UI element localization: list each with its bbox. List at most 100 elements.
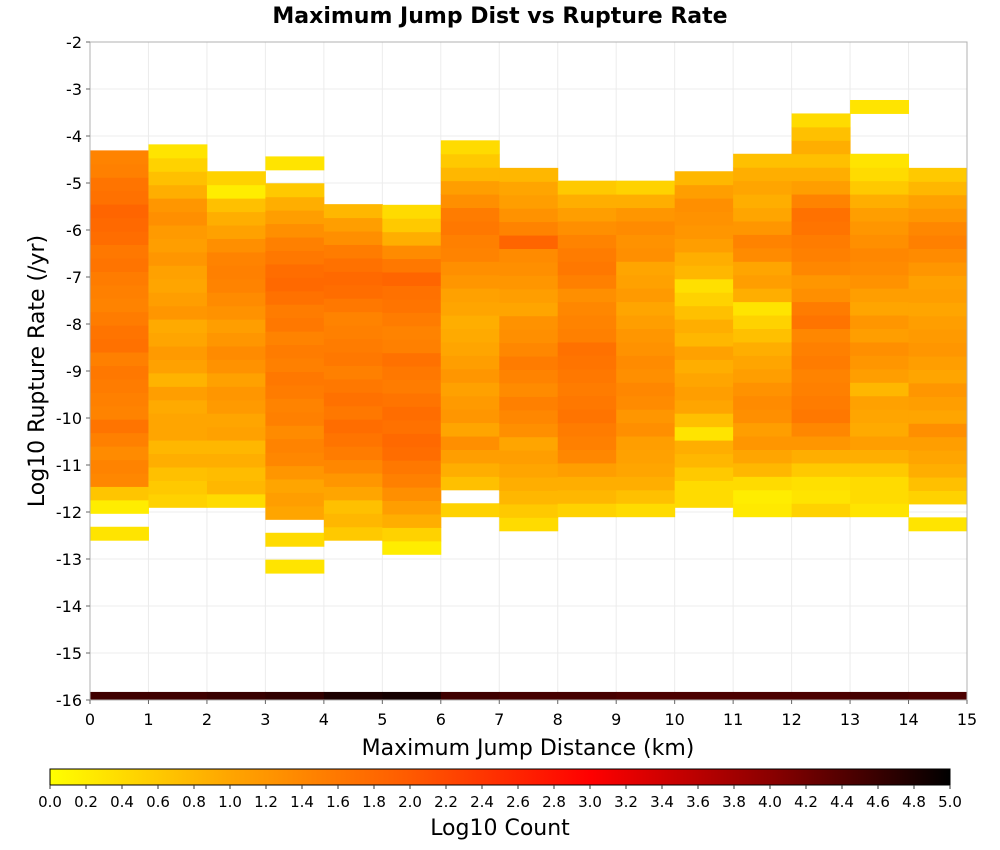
heatmap-cell [557,503,617,518]
heatmap-cell [850,194,910,209]
x-tick-label: 7 [494,710,504,729]
heatmap-cell [908,221,968,236]
heatmap-cell [733,382,793,397]
heatmap-cell [265,384,325,399]
heatmap-cell [440,476,500,491]
heatmap-cell [206,413,266,428]
heatmap-cell [791,140,851,155]
heatmap-cell [908,194,968,209]
heatmap-cell [90,177,149,192]
heatmap-cell [90,691,149,700]
colorbar-ticks: 0.0 0.2 0.4 0.6 0.8 1.0 1.2 1.4 1.6 1.8 2.0 2.2 2.4 2… [38,785,962,811]
heatmap-cell [90,472,149,487]
colorbar-tick-label: 2.4 [470,793,494,811]
heatmap-cell [674,372,734,387]
heatmap-cell [850,462,910,477]
heatmap-cell [499,436,559,451]
heatmap-cell [265,223,325,238]
heatmap-cell [499,463,559,478]
heatmap-cell [499,382,559,397]
y-tick-label: -12 [56,503,82,522]
heatmap-cell [557,261,617,276]
heatmap-cell [206,184,266,199]
heatmap-cell [674,251,734,266]
heatmap-cell [908,248,968,263]
y-tick-label: -3 [66,80,82,99]
heatmap-cell [733,489,793,504]
heatmap-cell [148,184,208,199]
heatmap-cell [148,319,208,334]
heatmap-cell [323,231,383,245]
heatmap-cell [791,328,851,343]
heatmap-cell [616,301,676,316]
heatmap-cell [206,440,266,455]
heatmap-cell [206,426,266,441]
colorbar-tick-label: 4.8 [902,793,926,811]
heatmap-cell [791,409,851,424]
heatmap-cell [557,382,617,397]
heatmap-cell [382,272,442,286]
heatmap-cell [674,345,734,360]
heatmap-cell [908,463,968,478]
heatmap-cell [148,265,208,280]
heatmap-cell [733,180,793,195]
y-tick-label: -14 [56,597,82,616]
heatmap-cell [148,493,208,508]
colorbar-tick-label: 1.2 [254,793,278,811]
heatmap-cell [440,503,500,518]
heatmap-cell [733,503,793,518]
heatmap-cell [382,433,442,448]
heatmap-cell [440,355,500,370]
heatmap-cell [382,366,442,381]
heatmap-cell [499,691,559,700]
heatmap-cell [499,450,559,465]
heatmap-cell [382,298,442,313]
heatmap-cell [382,473,442,488]
heatmap-cell [90,378,149,393]
colorbar-tick-label: 0.0 [38,793,62,811]
heatmap-cell [206,319,266,334]
heatmap-cell [323,365,383,380]
heatmap-cell [90,204,149,219]
heatmap-cell [206,251,266,266]
heatmap-cell [557,288,617,303]
heatmap-cell [440,194,500,209]
heatmap-cell [791,153,851,168]
heatmap-cell [206,198,266,213]
heatmap-cell [616,436,676,450]
colorbar-tick-label: 4.6 [866,793,890,811]
heatmap-cell [440,301,500,316]
heatmap-cell [499,261,559,276]
heatmap-cell [382,218,442,233]
heatmap-cell [850,382,910,397]
heatmap-cell [733,207,793,222]
heatmap-cell [440,449,500,464]
heatmap-cell [265,183,325,198]
heatmap-cell [616,355,676,370]
heatmap-cell [616,288,676,303]
heatmap-cell [323,338,383,353]
heatmap-cell [323,499,383,514]
heatmap-cell [674,238,734,253]
heatmap-cell [265,344,325,359]
heatmap-cell [265,304,325,319]
heatmap-cell [90,352,149,366]
colorbar-tick-label: 3.6 [686,793,710,811]
heatmap-cell [499,221,559,236]
heatmap-cell [265,237,325,251]
heatmap-cell [850,180,910,195]
heatmap-cell [674,691,734,700]
heatmap-cell [850,288,910,303]
heatmap-cell [382,392,442,407]
heatmap-cell [791,355,851,370]
heatmap-cell [791,436,851,450]
heatmap-cell [908,288,968,303]
colorbar-tick-label: 2.8 [542,793,566,811]
heatmap-cell [499,369,559,384]
heatmap-cell [323,419,383,434]
x-tick-label: 1 [143,710,153,729]
heatmap-cell [616,194,676,209]
heatmap-cell [148,413,208,428]
y-axis-label: Log10 Rupture Rate (/yr) [25,235,50,507]
